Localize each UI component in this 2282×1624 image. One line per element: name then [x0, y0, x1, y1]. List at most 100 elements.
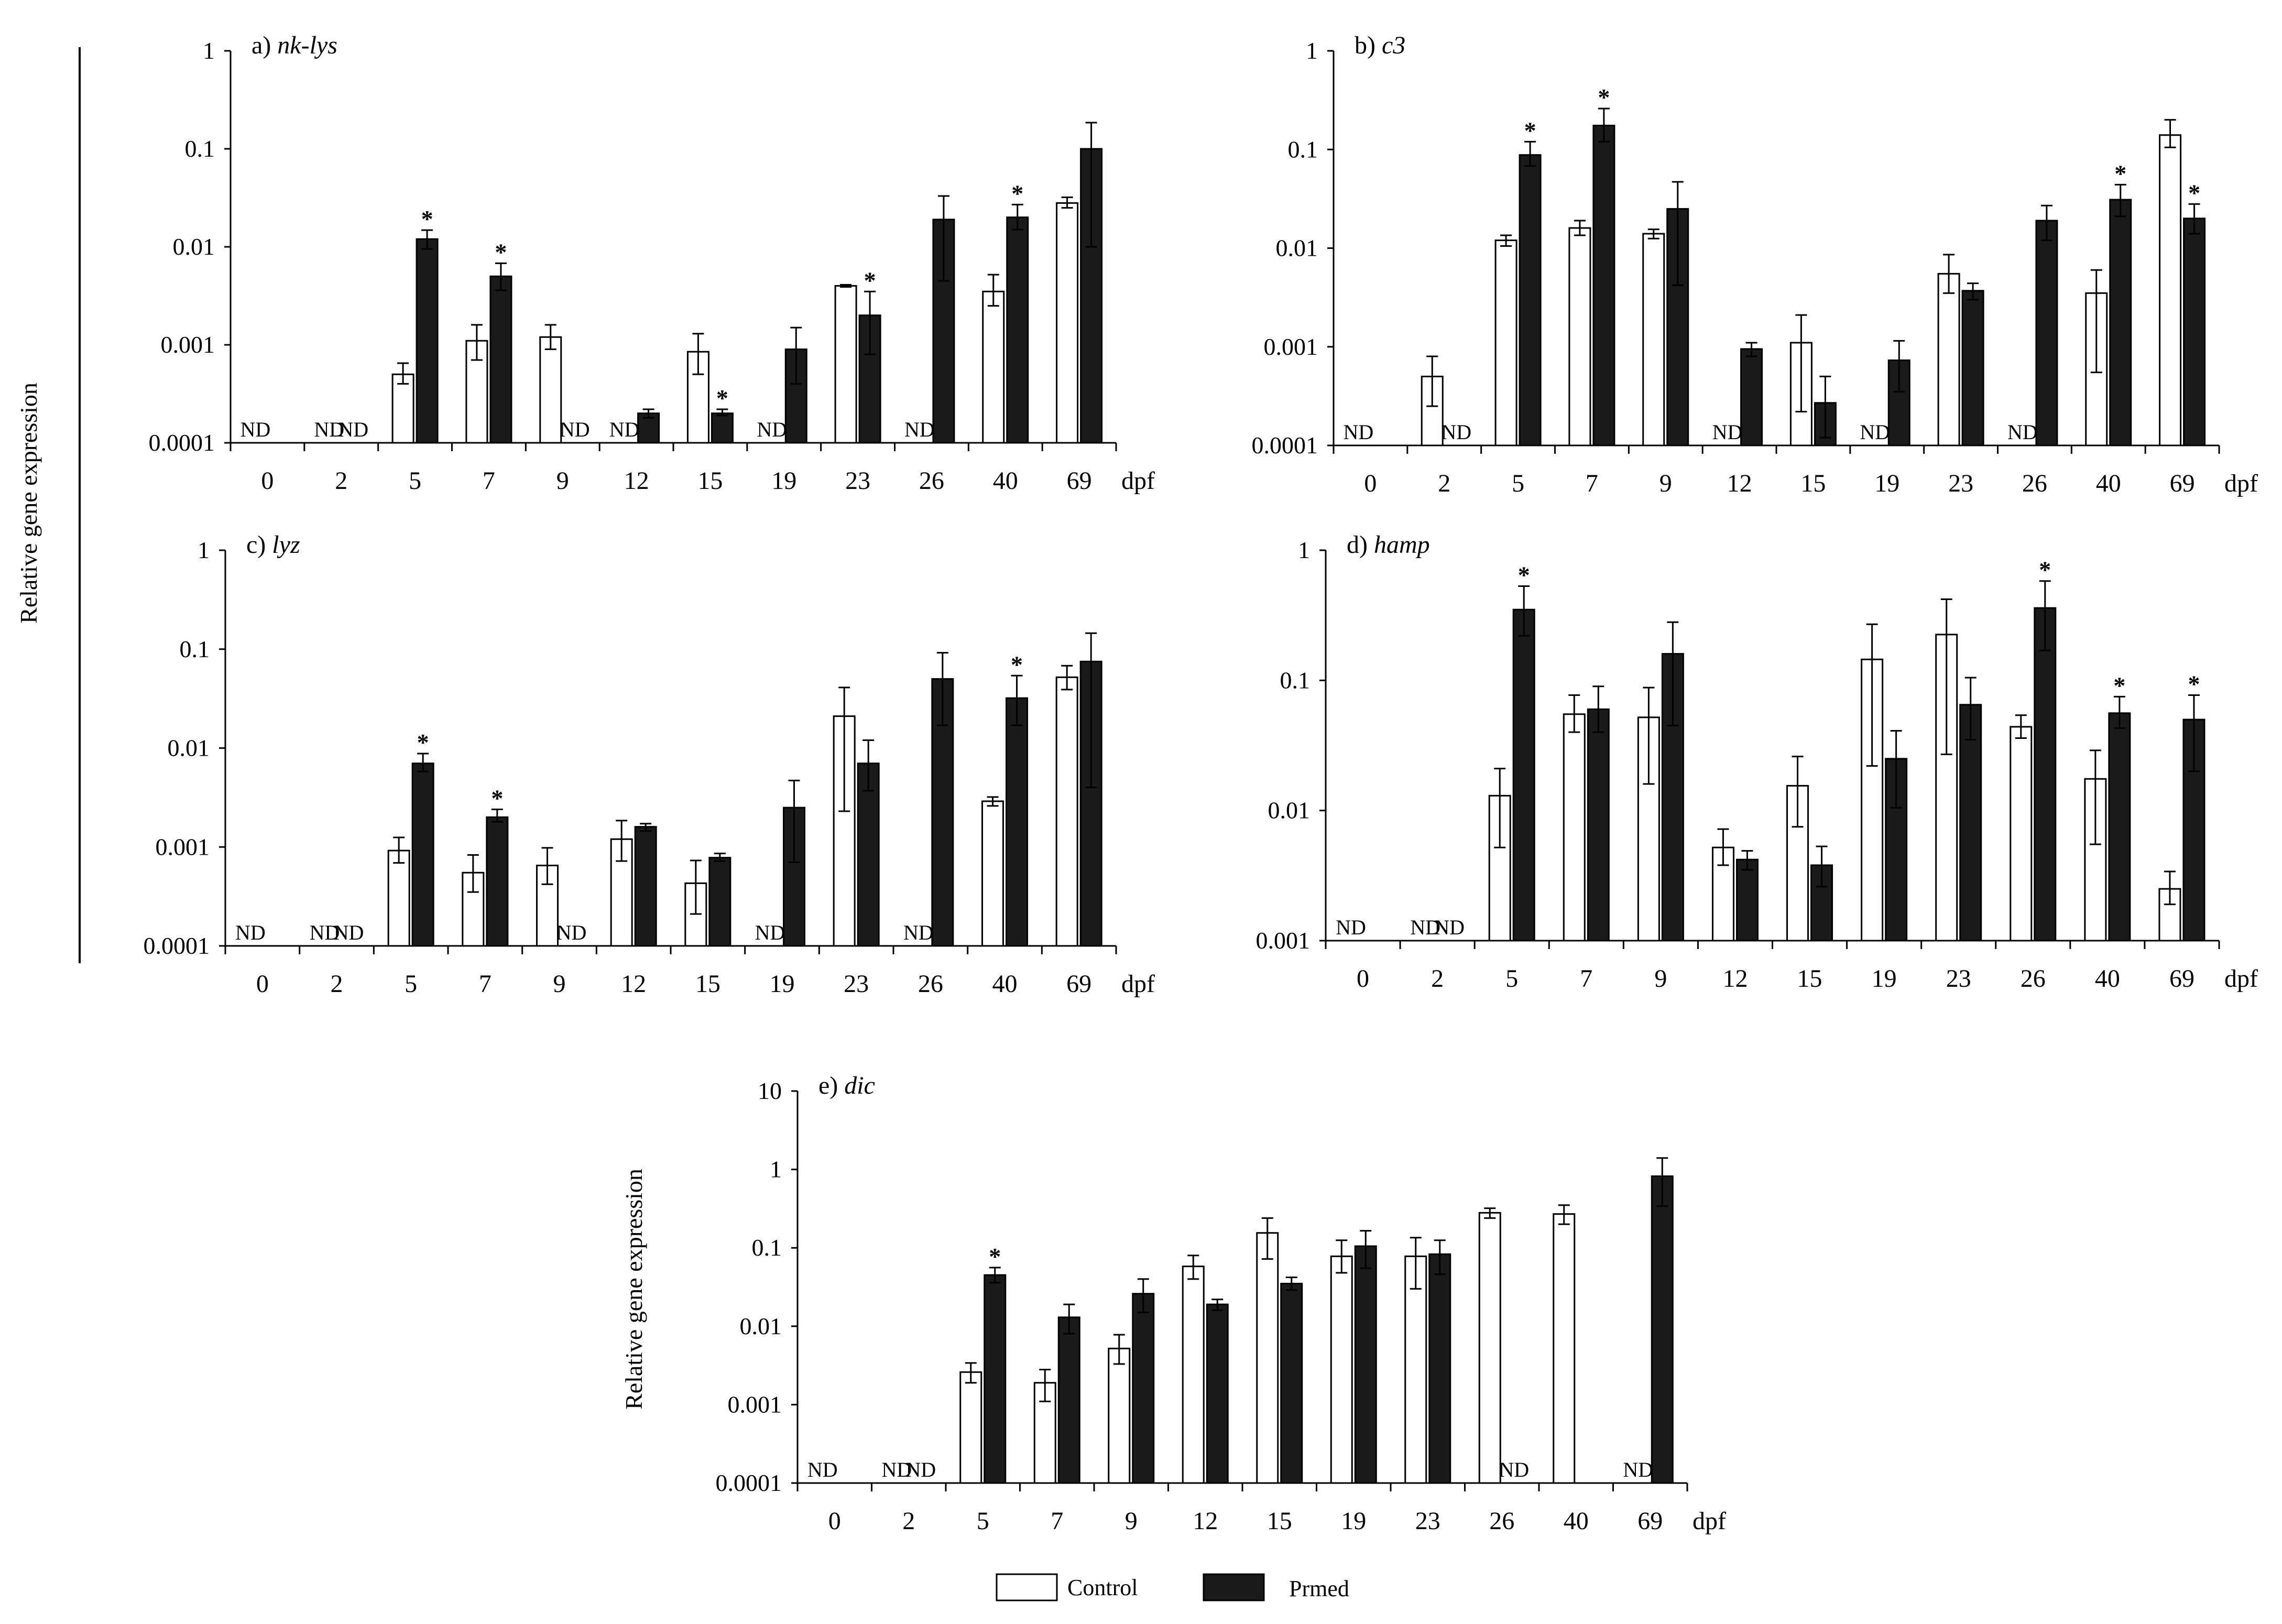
y-tick-label: 1 [1306, 37, 1318, 64]
x-tick-label: 15 [695, 970, 720, 998]
legend-swatch-control [996, 1573, 1058, 1601]
bar-prmed [708, 857, 731, 947]
bar-prmed [1206, 1303, 1229, 1484]
x-tick-label: 2 [1431, 965, 1444, 993]
x-tick-label: 0 [256, 970, 269, 998]
panel-d: 0.001 0.01 0.1 1 0 2 5 7 9 12 15 19 23 26 40 69 dpf d) ha… [1256, 531, 2258, 993]
bar-prmed [2109, 199, 2132, 446]
nd-label: ND [755, 921, 785, 944]
bar-control [2010, 726, 2033, 942]
x-tick-label: 40 [992, 970, 1018, 998]
x-tick-label: 5 [409, 467, 421, 495]
nd-label: ND [1336, 915, 1366, 939]
bar-control [1563, 713, 1586, 942]
x-tick-label: 12 [621, 970, 646, 998]
bar-prmed [1428, 1253, 1451, 1484]
nd-label: ND [609, 418, 640, 441]
bar-control [462, 871, 485, 947]
x-tick-label: 69 [1066, 970, 1091, 998]
x-tick-label: 19 [1874, 470, 1899, 497]
legend-swatch-prmed [1203, 1573, 1265, 1601]
significance-marker: * [2114, 160, 2126, 187]
bar-prmed [1810, 864, 1833, 942]
nd-label: ND [556, 921, 587, 944]
panel-title: b) c3 [1355, 31, 1405, 59]
significance-marker: * [2188, 179, 2200, 206]
x-tick-label: 9 [1125, 1507, 1138, 1535]
bar-prmed [1519, 154, 1542, 446]
x-tick-label: 2 [335, 467, 347, 495]
y-tick-label: 0.0001 [149, 429, 215, 456]
significance-marker: * [716, 385, 728, 411]
x-tick-label: 40 [1564, 1507, 1589, 1535]
bar-control [1553, 1213, 1576, 1484]
panel-title-prefix: a) [252, 31, 277, 59]
bar-prmed [1587, 708, 1610, 942]
x-tick-label: 7 [1051, 1507, 1063, 1535]
bar-prmed [1961, 290, 1984, 446]
x-tick-label: 19 [1341, 1507, 1366, 1535]
x-tick-label: 26 [1489, 1507, 1514, 1535]
y-tick-label: 0.01 [1268, 797, 1311, 824]
panel-title-prefix: b) [1355, 31, 1382, 59]
y-tick-label: 0.1 [1288, 136, 1318, 162]
y-tick-label: 0.01 [168, 735, 210, 761]
panel-title: e) dic [818, 1072, 875, 1099]
x-tick-label: 9 [553, 970, 566, 998]
y-tick-label: 0.001 [156, 833, 210, 860]
bar-prmed [1735, 858, 1759, 942]
x-tick-label: 69 [2170, 470, 2195, 497]
bar-control [959, 1371, 982, 1484]
bar-control [1330, 1255, 1353, 1484]
x-tick-label: 23 [1415, 1507, 1440, 1535]
bar-prmed [1006, 697, 1028, 947]
y-tick-label: 0.0001 [1252, 432, 1318, 459]
bar-prmed [2034, 607, 2057, 942]
nd-label: ND [334, 921, 364, 944]
bar-prmed [1354, 1245, 1377, 1484]
x-tick-label: 12 [1193, 1507, 1218, 1535]
significance-marker: * [417, 729, 429, 756]
bar-prmed [1651, 1175, 1674, 1484]
y-tick-label: 0.0001 [716, 1469, 782, 1496]
nd-label: ND [807, 1458, 838, 1481]
panel-title-prefix: d) [1347, 531, 1374, 559]
nd-label: ND [2007, 420, 2038, 444]
x-tick-label: 12 [624, 467, 649, 495]
x-tick-label: 12 [1722, 965, 1748, 993]
x-tick-label: 2 [1438, 470, 1450, 497]
x-tick-label: 15 [1797, 965, 1822, 993]
bar-prmed [2108, 712, 2131, 942]
bar-control [982, 290, 1005, 444]
panel-c: 0.0001 0.001 0.01 0.1 1 0 2 5 7 9 12 15 19 23 26 40 69 dp… [144, 531, 1155, 998]
nd-label: ND [338, 418, 368, 441]
x-tick-label: 69 [1637, 1507, 1663, 1535]
x-tick-label: 5 [1505, 965, 1518, 993]
x-tick-label: 26 [2021, 965, 2046, 993]
x-tick-label: 5 [1512, 470, 1524, 497]
y-tick-label: 0.001 [1264, 333, 1318, 360]
bar-prmed [984, 1274, 1007, 1484]
bar-prmed [1512, 608, 1535, 942]
bar-control [1568, 227, 1591, 446]
nd-label: ND [241, 418, 271, 441]
x-tick-label: 26 [918, 970, 943, 998]
x-tick-label: 0 [1357, 965, 1369, 993]
x-tick-label: 12 [1727, 470, 1752, 497]
significance-marker: * [1598, 84, 1610, 111]
significance-marker: * [2039, 557, 2051, 583]
x-tick-label: 23 [1946, 965, 1971, 993]
significance-marker: * [2188, 671, 2200, 697]
x-tick-label: 5 [405, 970, 417, 998]
bar-control [834, 285, 857, 444]
bar-prmed [711, 412, 734, 444]
x-tick-label: 0 [261, 467, 274, 495]
panel-title: d) hamp [1347, 531, 1430, 559]
significance-marker: * [2113, 672, 2125, 699]
nd-label: ND [1860, 420, 1890, 444]
bar-prmed [1280, 1282, 1303, 1484]
significance-marker: * [1518, 561, 1530, 588]
bar-control [1055, 676, 1078, 947]
x-unit-label: dpf [2224, 470, 2258, 497]
